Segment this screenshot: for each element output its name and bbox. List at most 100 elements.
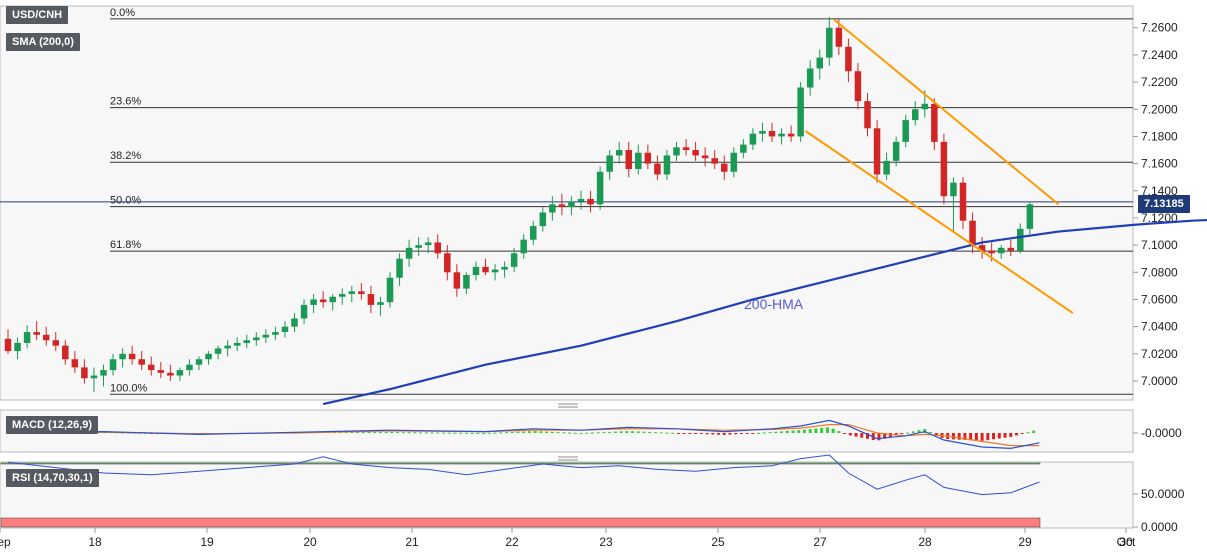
candle: [405, 239, 413, 267]
macd-histogram-bar: [373, 432, 377, 434]
candle: [682, 139, 690, 156]
macd-histogram-bar: [854, 433, 858, 437]
rsi-line: [7, 454, 1040, 496]
candle-body: [262, 334, 270, 338]
candle: [224, 340, 231, 357]
macd-histogram-bar: [682, 433, 686, 434]
rsi-indicator-label[interactable]: RSI (14,70,30,1): [6, 469, 99, 487]
candle-body: [214, 348, 222, 354]
candle-body: [186, 364, 193, 371]
x-tick-label: 30: [1119, 535, 1133, 549]
candle: [424, 236, 432, 254]
candle-body: [291, 318, 298, 327]
macd-histogram-bar: [625, 431, 629, 433]
candle: [854, 63, 862, 110]
macd-histogram-bar: [447, 432, 451, 434]
macd-histogram-bar: [785, 430, 789, 433]
macd-histogram-bar: [453, 432, 457, 434]
x-tick-label: 28: [918, 535, 932, 549]
candle: [845, 38, 852, 83]
candle-body: [424, 242, 432, 246]
macd-histogram-bar: [487, 432, 491, 434]
macd-histogram-bar: [562, 432, 566, 434]
candle-body: [195, 359, 203, 365]
macd-histogram-bar: [659, 432, 663, 434]
macd-histogram-bar: [384, 432, 388, 434]
candle: [367, 285, 375, 314]
candle-body: [883, 160, 890, 175]
candle-body: [912, 109, 919, 121]
candle: [205, 351, 212, 365]
macd-histogram-bar: [688, 433, 692, 434]
candle: [339, 288, 346, 305]
macd-histogram-bar: [464, 432, 468, 434]
macd-indicator-label[interactable]: MACD (12,26,9): [6, 416, 99, 434]
candle: [568, 196, 575, 216]
candle-body: [530, 226, 537, 240]
candle-body: [491, 269, 499, 273]
candle-body: [730, 152, 738, 172]
candle: [243, 334, 250, 349]
candle-body: [42, 334, 50, 341]
macd-histogram-bar: [350, 432, 354, 434]
candle-body: [329, 296, 336, 303]
macd-histogram-bar: [522, 431, 526, 433]
candle: [167, 364, 174, 381]
symbol-label[interactable]: USD/CNH: [6, 6, 69, 24]
macd-histogram-bar: [860, 433, 864, 438]
price-tick-label: 7.2000: [1141, 102, 1178, 116]
macd-histogram-bar: [694, 433, 698, 434]
candle-body: [558, 204, 566, 208]
candle-body: [711, 158, 718, 164]
macd-histogram-bar: [1026, 432, 1030, 434]
candle: [969, 212, 976, 254]
macd-histogram-bar: [722, 433, 726, 435]
macd-histogram-bar: [550, 431, 554, 433]
candle: [1007, 239, 1014, 256]
macd-histogram-bar: [820, 427, 824, 433]
candle: [253, 332, 260, 346]
candle: [997, 245, 1005, 259]
candle-body: [224, 345, 231, 349]
macd-histogram-bar: [768, 432, 772, 434]
candle: [491, 264, 499, 281]
candle: [100, 364, 107, 387]
macd-histogram-bar: [361, 432, 365, 434]
rsi-tick-label: 0.0000: [1141, 520, 1178, 534]
macd-histogram-bar: [631, 431, 635, 433]
candle-body: [873, 128, 881, 175]
candle: [740, 139, 747, 159]
macd-histogram-bar: [929, 432, 933, 434]
candle-body: [921, 103, 929, 110]
candle: [358, 283, 365, 300]
macd-histogram-bar: [934, 433, 938, 435]
candle-body: [396, 258, 403, 278]
candle: [262, 329, 270, 343]
candle-body: [606, 155, 613, 172]
macd-histogram-bar: [1032, 430, 1036, 433]
candle-body: [501, 266, 508, 270]
candle-body: [787, 133, 795, 137]
candle: [721, 155, 728, 180]
candle: [33, 321, 40, 341]
candle-body: [682, 147, 690, 151]
macd-histogram-bar: [745, 433, 749, 434]
candle: [587, 190, 594, 213]
candle-body: [950, 182, 957, 197]
macd-histogram-bar: [837, 431, 841, 433]
candle: [701, 147, 709, 167]
last-price-badge: 7.13185: [1138, 195, 1190, 213]
candle: [1017, 223, 1024, 254]
macd-histogram-bar: [545, 431, 549, 433]
candle-body: [902, 120, 909, 142]
candle: [463, 272, 470, 295]
candle-body: [157, 370, 165, 373]
macd-histogram-bar: [900, 433, 904, 435]
candle-body: [81, 367, 88, 379]
price-tick-label: 7.2400: [1141, 48, 1178, 62]
candle-body: [940, 141, 948, 197]
macd-histogram-bar: [407, 432, 411, 434]
sma-indicator-label[interactable]: SMA (200,0): [6, 33, 80, 51]
macd-histogram-bar: [974, 433, 978, 441]
